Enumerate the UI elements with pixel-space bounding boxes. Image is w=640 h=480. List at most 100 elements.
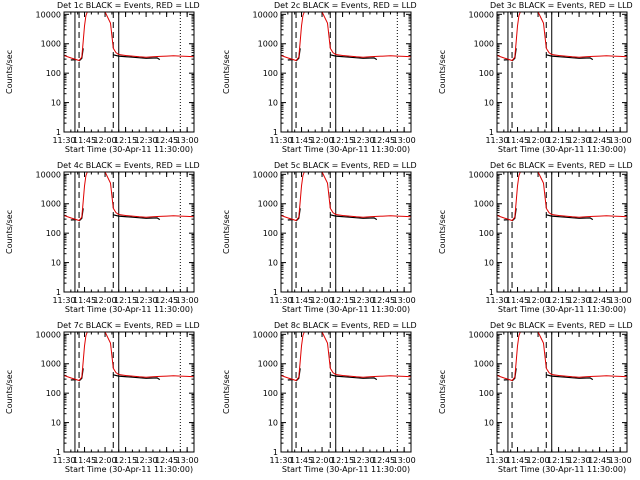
x-tick-label: 13:00 <box>393 296 416 305</box>
plot-area <box>281 172 411 292</box>
x-tick-label: 11:30 <box>52 456 75 465</box>
x-tick-label: 12:30 <box>135 136 158 145</box>
chart-panel-2: Det 2c BLACK = Events, RED = LLD Counts/s… <box>222 1 417 154</box>
x-tick-label: 12:00 <box>94 136 117 145</box>
x-tick-label: 11:30 <box>52 136 75 145</box>
x-tick-label: 12:15 <box>114 296 137 305</box>
chart-panel-4: Det 4c BLACK = Events, RED = LLD Counts/s… <box>5 161 200 314</box>
x-tick-label: 13:00 <box>609 456 632 465</box>
series-events-line <box>330 54 378 61</box>
x-tick-label: 11:30 <box>485 456 508 465</box>
plot-frame <box>63 11 195 133</box>
x-tick-label: 12:45 <box>588 136 611 145</box>
x-tick-label: 12:00 <box>311 456 334 465</box>
series-lld-line <box>281 172 411 222</box>
y-tick-label: 10000 <box>36 10 61 19</box>
y-axis-label: Counts/sec <box>5 210 14 254</box>
chart-title: Det 6c BLACK = Events, RED = LLD <box>490 161 633 170</box>
y-tick-label: 1 <box>273 128 278 137</box>
series-events-line <box>113 374 161 381</box>
x-tick-label: 11:30 <box>485 296 508 305</box>
y-tick-label: 1 <box>56 448 61 457</box>
y-tick-label: 10 <box>51 259 61 268</box>
x-tick-label: 12:15 <box>114 136 137 145</box>
y-tick-label: 1 <box>273 448 278 457</box>
x-tick-label: 13:00 <box>393 136 416 145</box>
y-tick-label: 10000 <box>36 330 61 339</box>
chart-panel-9: Det 9c BLACK = Events, RED = LLD Counts/s… <box>438 321 633 474</box>
series-events-line <box>330 374 378 381</box>
series-lld-line <box>497 332 627 382</box>
plot-area <box>64 332 194 452</box>
chart-panel-7: Det 7c BLACK = Events, RED = LLD Counts/s… <box>5 321 200 474</box>
series-lld-line <box>497 12 627 62</box>
y-tick-label: 100 <box>263 69 278 78</box>
y-tick-label: 100 <box>479 69 494 78</box>
x-axis-label: Start Time (30-Apr-11 11:30:00) <box>282 465 410 474</box>
y-axis-label: Counts/sec <box>438 370 447 414</box>
chart-title: Det 2c BLACK = Events, RED = LLD <box>274 1 417 10</box>
x-tick-label: 12:00 <box>527 456 550 465</box>
y-tick-label: 1 <box>489 448 494 457</box>
y-tick-label: 100 <box>263 229 278 238</box>
y-tick-label: 1 <box>56 288 61 297</box>
x-tick-label: 11:30 <box>485 136 508 145</box>
x-tick-label: 12:45 <box>155 296 178 305</box>
x-tick-label: 12:45 <box>372 136 395 145</box>
y-axis-label: Counts/sec <box>5 370 14 414</box>
y-tick-label: 100 <box>46 389 61 398</box>
x-tick-label: 11:45 <box>290 296 313 305</box>
x-tick-label: 12:30 <box>135 456 158 465</box>
plot-area <box>497 172 627 292</box>
plot-frame <box>280 331 412 453</box>
plot-area <box>64 12 194 132</box>
y-tick-label: 10 <box>268 259 278 268</box>
x-tick-label: 11:30 <box>269 456 292 465</box>
series-lld-line <box>64 172 194 222</box>
y-tick-label: 1000 <box>41 200 61 209</box>
plot-area <box>64 172 194 292</box>
series-events-line <box>330 214 378 221</box>
y-tick-label: 10 <box>484 259 494 268</box>
y-tick-label: 10 <box>484 99 494 108</box>
x-tick-label: 11:45 <box>73 136 96 145</box>
x-tick-label: 11:45 <box>506 296 529 305</box>
x-tick-label: 11:45 <box>506 456 529 465</box>
x-tick-label: 12:00 <box>527 296 550 305</box>
y-axis-label: Counts/sec <box>5 50 14 94</box>
y-tick-label: 100 <box>263 389 278 398</box>
y-tick-label: 10000 <box>469 330 494 339</box>
series-events-line <box>113 54 161 61</box>
x-tick-label: 11:45 <box>73 456 96 465</box>
y-tick-label: 10 <box>268 419 278 428</box>
plot-area <box>497 12 627 132</box>
series-lld-line <box>64 12 194 62</box>
x-tick-label: 12:15 <box>331 136 354 145</box>
x-tick-label: 12:15 <box>547 296 570 305</box>
y-tick-label: 100 <box>479 229 494 238</box>
x-tick-label: 12:00 <box>94 296 117 305</box>
chart-title: Det 3c BLACK = Events, RED = LLD <box>490 1 633 10</box>
x-tick-label: 11:30 <box>52 296 75 305</box>
y-tick-label: 10000 <box>253 330 278 339</box>
y-tick-label: 10 <box>51 419 61 428</box>
x-tick-label: 13:00 <box>176 296 199 305</box>
x-tick-label: 12:45 <box>155 136 178 145</box>
x-tick-label: 11:30 <box>269 136 292 145</box>
chart-title: Det 7c BLACK = Events, RED = LLD <box>57 321 200 330</box>
x-axis-label: Start Time (30-Apr-11 11:30:00) <box>498 305 626 314</box>
x-axis-label: Start Time (30-Apr-11 11:30:00) <box>498 145 626 154</box>
x-axis-label: Start Time (30-Apr-11 11:30:00) <box>282 145 410 154</box>
chart-panel-3: Det 3c BLACK = Events, RED = LLD Counts/s… <box>438 1 633 154</box>
plot-area <box>281 12 411 132</box>
plot-area <box>281 332 411 452</box>
y-tick-label: 10 <box>484 419 494 428</box>
chart-panel-8: Det 8c BLACK = Events, RED = LLD Counts/s… <box>222 321 417 474</box>
x-tick-label: 11:30 <box>269 296 292 305</box>
x-tick-label: 12:30 <box>352 296 375 305</box>
x-tick-label: 12:45 <box>372 456 395 465</box>
x-tick-label: 13:00 <box>176 136 199 145</box>
y-tick-label: 10000 <box>253 170 278 179</box>
y-axis-label: Counts/sec <box>222 50 231 94</box>
